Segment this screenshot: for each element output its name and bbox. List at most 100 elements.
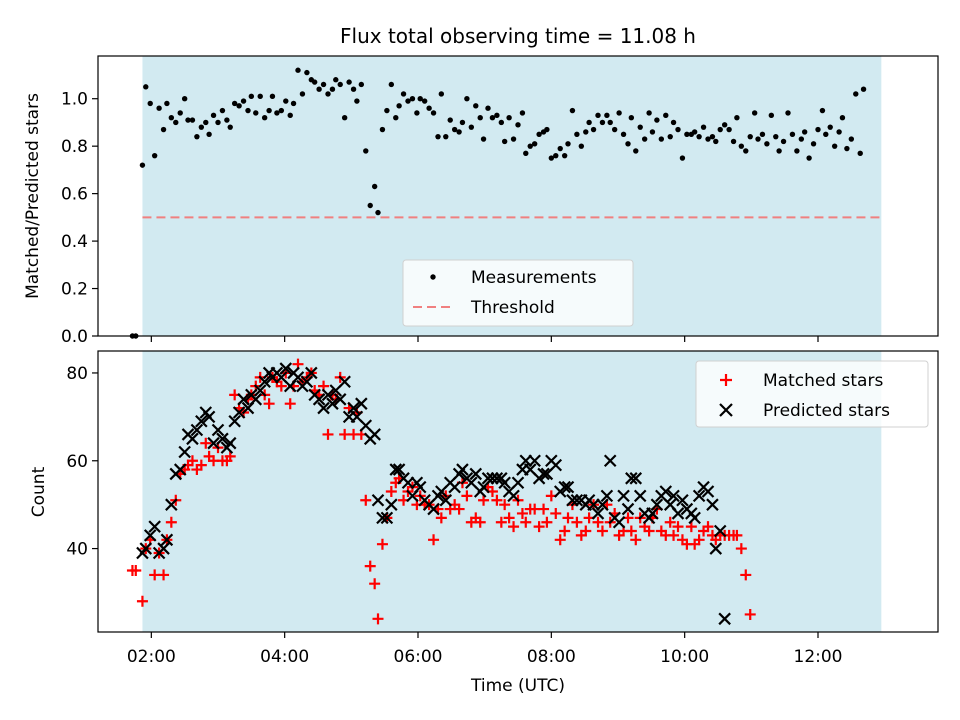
predicted-star-point (279, 362, 293, 375)
matched-star-point (158, 569, 170, 581)
matched-star-point (533, 521, 545, 533)
matched-star-point (385, 486, 397, 497)
measurement-point (557, 145, 563, 152)
measurement-point (393, 114, 399, 121)
matched-star-point (744, 608, 756, 620)
measurement-point (536, 131, 542, 138)
predicted-star-point (591, 507, 605, 520)
measurement-point (667, 133, 673, 140)
predicted-star-point (392, 463, 406, 476)
measurement-point (203, 119, 209, 126)
matched-star-point (275, 380, 287, 392)
predicted-star-point (507, 489, 520, 503)
bottom-x-ticks: 02:00 04:00 06:00 08:00 10:00 12:00 (127, 632, 843, 667)
measurement-point (261, 114, 268, 121)
measurement-point (726, 126, 732, 133)
measurement-point (219, 107, 226, 114)
predicted-star-point (528, 454, 541, 468)
measurement-point (637, 124, 643, 130)
predicted-star-point (718, 612, 731, 626)
measurement-point (848, 136, 855, 142)
x-tick-label: 02:00 (127, 647, 176, 667)
measurement-point (823, 131, 829, 138)
measurement-point (278, 107, 285, 114)
measurement-point (721, 122, 728, 128)
predicted-star-point (312, 393, 326, 406)
predicted-star-point (355, 397, 368, 410)
matched-star-point (186, 455, 198, 467)
predicted-star-point (448, 480, 461, 494)
legend-matched-label: Matched stars (763, 371, 883, 391)
predicted-star-point (376, 511, 389, 525)
measurement-point (299, 91, 306, 97)
measurement-point (569, 107, 576, 114)
matched-star-point (541, 516, 553, 528)
measurement-point (283, 98, 289, 104)
measurement-point (358, 81, 365, 88)
measurement-point (755, 136, 761, 142)
predicted-star-point (160, 533, 174, 547)
predicted-star-point (232, 406, 246, 419)
measurement-point (527, 143, 533, 149)
matched-star-point (428, 534, 440, 546)
predicted-star-point (237, 393, 250, 406)
matched-star-point (554, 534, 566, 546)
measurement-point (801, 129, 808, 135)
measurement-point (224, 117, 230, 123)
measurement-point (400, 91, 407, 97)
matched-star-point (499, 499, 511, 511)
measurement-point (794, 148, 800, 154)
predicted-star-point (537, 467, 550, 481)
predicted-star-point (139, 542, 153, 555)
matched-star-point (372, 613, 384, 625)
top-y-tick-label: 0.2 (61, 280, 88, 300)
top-y-ticks: 0.0 0.2 0.4 0.6 0.8 1.0 (61, 90, 98, 347)
predicted-star-point (469, 467, 483, 481)
predicted-star-point (157, 542, 170, 555)
measurement-point (354, 98, 360, 104)
predicted-star-point (258, 375, 271, 389)
measurement-point (311, 79, 318, 85)
measurement-point (304, 69, 310, 76)
matched-star-point (376, 538, 388, 550)
bottom-y-tick-label: 40 (66, 540, 88, 560)
measurement-point (421, 98, 428, 104)
measurement-point (523, 150, 529, 156)
measurement-point (611, 126, 618, 133)
predicted-star-point (439, 494, 453, 507)
matched-star-point (685, 521, 697, 533)
matched-star-point (364, 560, 376, 572)
measurement-point (561, 152, 568, 159)
predicted-star-point (646, 507, 659, 520)
measurement-point (231, 100, 238, 107)
matched-star-point (224, 450, 236, 462)
measurement-point (210, 112, 217, 119)
predicted-star-point (326, 397, 339, 410)
measurement-point (590, 126, 597, 133)
measurement-point (325, 91, 331, 97)
measurement-point (198, 124, 205, 130)
measurement-point (713, 138, 719, 145)
predicted-star-point (490, 472, 504, 485)
measurement-point (396, 103, 402, 109)
measurement-point (290, 100, 297, 107)
measurement-point (245, 107, 251, 114)
top-y-tick-label: 0.0 (61, 327, 88, 347)
measurement-point (367, 202, 373, 209)
measurement-point (806, 155, 812, 161)
predicted-star-point (413, 480, 427, 494)
measurement-point (785, 110, 791, 116)
predicted-star-point (706, 498, 719, 511)
predicted-star-point (148, 520, 161, 533)
predicted-star-point (202, 410, 216, 424)
measurement-point (586, 119, 592, 126)
measurement-point (738, 143, 745, 149)
measurement-point (565, 141, 571, 147)
measurement-point (435, 133, 441, 140)
predicted-star-point (190, 423, 204, 437)
measurement-point (168, 114, 175, 121)
measurement-point (388, 81, 395, 88)
bottom-legend: Matched stars Predicted stars (695, 360, 929, 428)
matched-star-point (369, 578, 381, 590)
